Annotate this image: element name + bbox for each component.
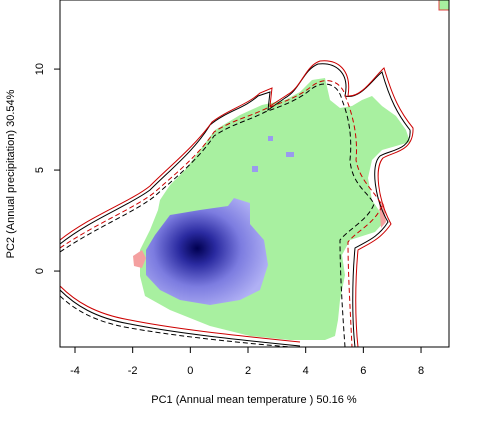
y-tick-label: 5: [34, 167, 46, 173]
y-tick-label: 10: [34, 63, 46, 75]
x-axis-label: PC1 (Annual mean temperature ) 50.16 %: [151, 394, 357, 406]
x-tick-label: 2: [245, 365, 251, 377]
y-tick-label: 0: [34, 268, 46, 274]
niche-dot: [252, 166, 258, 172]
contour-inner: [60, 83, 375, 347]
x-tick-label: -2: [128, 365, 138, 377]
contour-inner: [60, 80, 383, 347]
niche-dot: [268, 136, 273, 141]
x-tick-label: -4: [70, 365, 80, 377]
contour-lower: [60, 289, 301, 347]
contour-outer: [60, 60, 414, 347]
niche-region: [140, 78, 410, 340]
x-tick-label: 0: [187, 365, 193, 377]
contour-lower: [60, 295, 291, 347]
plot-frame: [59, 0, 450, 348]
density-region: [146, 198, 268, 305]
x-tick-label: 8: [418, 365, 424, 377]
x-tick-label: 6: [360, 365, 366, 377]
contour-lower: [60, 285, 301, 343]
y-axis-label: PC2 (Annual precipitation) 30.54%: [5, 89, 17, 258]
niche-square: [438, 0, 449, 11]
x-tick-label: 4: [303, 365, 309, 377]
overlap-patch: [133, 250, 146, 268]
niche-dot: [286, 152, 294, 157]
plot-layers: [60, 0, 449, 347]
